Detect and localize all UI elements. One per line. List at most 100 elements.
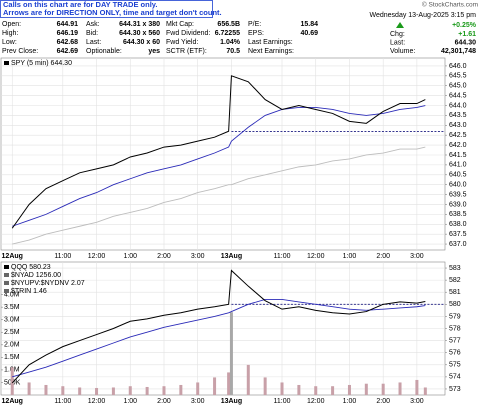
field-value: 646.19	[57, 30, 79, 37]
annotation: $NYAD 1256.00	[11, 272, 61, 279]
field-value: 642.68	[57, 39, 79, 46]
y-tick-label: 582	[449, 277, 461, 284]
x-tick-label: 12:00	[88, 398, 106, 405]
legend-label: QQQ 580.23	[11, 264, 51, 271]
volume-bar	[27, 382, 31, 395]
quote-header: Open: 644.91 Ask: 644.31 x 380 Mkt Cap: 656.5…	[2, 21, 476, 55]
y-tick-label: 4.0M	[4, 291, 20, 298]
volume-bar	[111, 387, 115, 395]
field-value: 644.30 x 560	[119, 30, 160, 37]
volume-bar	[280, 382, 284, 395]
field-label: Next Earnings:	[248, 48, 294, 55]
legend-swatch	[4, 281, 9, 285]
y-tick-label: 641.5	[449, 152, 467, 159]
field-value: yes	[148, 48, 160, 55]
volume-bar	[314, 386, 318, 395]
plots: 12Aug 11:00 12:00 1:00 2:00 3:00 13Aug 11:00 12:…	[0, 57, 467, 405]
y-tick-label: 575	[449, 362, 461, 369]
annotation: $TRIN 1.46	[11, 288, 47, 295]
y-tick-label: 638.5	[449, 211, 467, 218]
x-tick-label: 1:00	[123, 253, 137, 260]
y-tick-label: 644.5	[449, 92, 467, 99]
volume-bar	[196, 382, 200, 395]
y-tick-label: 580	[449, 301, 461, 308]
panel: 12Aug 11:00 12:00 1:00 2:00 3:00 13Aug 11:00 12:…	[0, 57, 467, 260]
price-line	[12, 146, 426, 245]
y-tick-label: 640.5	[449, 172, 467, 179]
field-value: +1.61	[458, 31, 476, 38]
field-value: 6.72255	[215, 30, 240, 37]
field-label: Last Earnings:	[248, 39, 293, 46]
volume-bar	[331, 386, 335, 395]
y-tick-label: 644.0	[449, 102, 467, 109]
field-label: Optionable:	[86, 48, 122, 55]
field-label: Volume:	[390, 48, 415, 55]
volume-bar	[227, 372, 231, 395]
price-line	[11, 75, 426, 229]
y-tick-label: 2.5M	[4, 329, 20, 336]
x-tick-label: 2:00	[157, 398, 171, 405]
y-tick-label: 640.0	[449, 182, 467, 189]
y-tick-label: 642.5	[449, 132, 467, 139]
x-tick-label: 2:00	[376, 253, 390, 260]
x-tick-label: 11:00	[54, 398, 71, 405]
volume-bar	[297, 384, 301, 395]
x-tick-label: 12:00	[307, 253, 325, 260]
x-tick-label: 12Aug	[2, 253, 23, 260]
y-tick-label: 574	[449, 374, 461, 381]
field-value: 1.04%	[220, 39, 241, 46]
field-label: Bid:	[86, 30, 98, 37]
field-label: Last:	[390, 39, 405, 46]
notice-line: Calls on this chart are for DAY TRADE on…	[3, 0, 157, 9]
legend-swatch	[4, 273, 9, 277]
y-tick-label: 642.0	[449, 142, 467, 149]
field-value: 15.84	[300, 21, 318, 28]
field-label: Low:	[2, 39, 17, 46]
legend-swatch	[4, 61, 9, 65]
volume-bar	[398, 382, 402, 395]
price-line	[12, 299, 426, 378]
x-tick-label: 11:00	[54, 253, 71, 260]
y-tick-label: 643.0	[449, 122, 467, 129]
field-value: 644.31 x 380	[119, 21, 160, 28]
field-label: SCTR (ETF):	[166, 48, 207, 55]
volume-bar	[128, 386, 132, 395]
field-label: High:	[2, 30, 18, 37]
x-tick-label: 3:00	[191, 398, 205, 405]
price-line	[11, 269, 426, 384]
field-label: Prev Close:	[2, 48, 38, 55]
x-tick-label: 1:00	[343, 398, 357, 405]
y-tick-label: 577	[449, 337, 461, 344]
x-tick-label: 12Aug	[2, 398, 23, 405]
field-value: 644.30 x 60	[123, 39, 160, 46]
field-value: 40.69	[300, 30, 318, 37]
y-tick-label: 637.5	[449, 231, 467, 238]
volume-bar	[263, 377, 267, 395]
x-tick-label: 2:00	[376, 398, 390, 405]
volume-bar	[10, 367, 14, 395]
x-tick-label: 13Aug	[221, 398, 242, 405]
volume-bar	[415, 379, 419, 395]
y-tick-label: 645.0	[449, 83, 467, 90]
volume-bar	[246, 364, 250, 395]
field-value: 42,301,748	[441, 48, 476, 55]
legend-swatch	[4, 289, 9, 293]
volume-bar	[145, 386, 149, 395]
legend-label: SPY (5 min) 644.30	[11, 60, 72, 67]
y-tick-label: 643.5	[449, 112, 467, 119]
field-value: 642.69	[57, 48, 79, 55]
field-label: Last:	[86, 39, 101, 46]
field-value: 644.91	[57, 21, 79, 28]
price-line	[12, 105, 426, 227]
field-label: Open:	[2, 21, 21, 28]
x-tick-label: 3:00	[191, 253, 205, 260]
field-value: 70.5	[226, 48, 240, 55]
volume-bar	[44, 384, 48, 395]
copyright: © StockCharts.com	[422, 1, 478, 9]
y-tick-label: 583	[449, 265, 461, 272]
x-tick-label: 11:00	[274, 253, 291, 260]
volume-bar	[95, 387, 99, 395]
y-tick-label: 1.5M	[4, 354, 20, 361]
x-tick-label: 1:00	[343, 253, 357, 260]
